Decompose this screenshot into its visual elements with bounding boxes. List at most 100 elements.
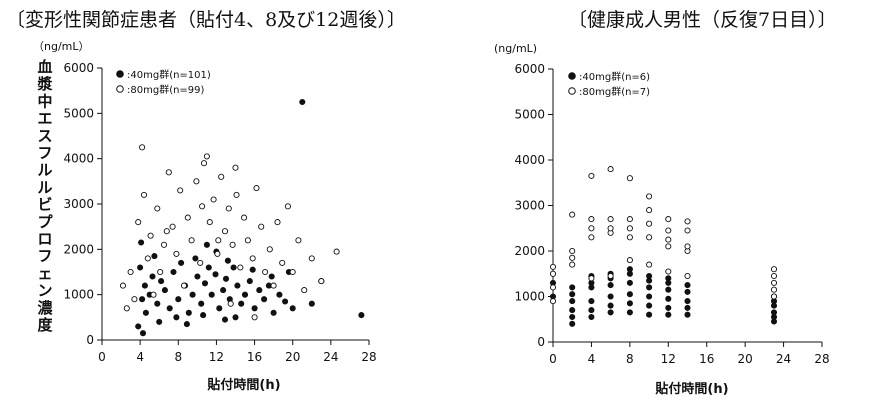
point-40mg-right (684, 311, 691, 318)
point-80mg-right (549, 263, 557, 270)
point-40mg-left (282, 298, 289, 305)
legend-80mg-marker (116, 85, 124, 93)
point-40mg-left (166, 305, 173, 312)
right-x-tick-label: 16 (699, 352, 714, 366)
legend-40mg-colon-right: : (579, 72, 582, 83)
point-40mg-right (607, 309, 614, 316)
point-40mg-left (299, 98, 306, 106)
y-label-char: フ (37, 144, 52, 162)
point-80mg-left (160, 241, 168, 248)
point-40mg-left (135, 323, 142, 330)
point-80mg-right (569, 211, 576, 218)
left-y-tick-label: 2000 (63, 242, 94, 256)
point-80mg-left (270, 282, 277, 289)
left-y-tick-label: 1000 (63, 288, 94, 302)
left-y-tick-label: 5000 (63, 106, 94, 120)
point-80mg-right (569, 254, 576, 261)
point-80mg-right (665, 236, 672, 243)
point-40mg-left (249, 266, 256, 273)
point-40mg-left (256, 287, 263, 294)
point-40mg-right (646, 302, 653, 309)
point-40mg-right (665, 295, 672, 302)
point-80mg-right (626, 225, 633, 232)
point-80mg-left (139, 144, 146, 151)
y-label-char: エ (37, 110, 52, 128)
point-40mg-right (646, 293, 653, 300)
point-80mg-left (119, 282, 127, 289)
chart-left-x-label: 貼付時間(h) (207, 377, 280, 393)
y-label-char: 中 (37, 92, 52, 110)
point-80mg-left (150, 291, 157, 298)
point-80mg-left (184, 214, 191, 221)
legend-80mg-colon: : (127, 85, 130, 96)
point-80mg-left (173, 250, 180, 257)
right-y-tick-label: 2000 (514, 244, 545, 258)
point-80mg-left (193, 178, 200, 185)
point-40mg-right (684, 288, 691, 295)
point-80mg-left (214, 250, 221, 257)
point-40mg-left (205, 264, 212, 271)
point-80mg-right (770, 286, 778, 293)
right-y-tick-label: 0 (537, 335, 545, 349)
right-y-tick-label: 6000 (514, 62, 545, 76)
left-x-tick-label: 20 (285, 350, 300, 364)
point-40mg-right (569, 320, 576, 327)
point-40mg-left (170, 268, 177, 276)
point-40mg-right (665, 304, 672, 311)
point-80mg-right (607, 272, 614, 280)
point-80mg-right (607, 166, 614, 173)
point-40mg-left (251, 305, 258, 312)
left-y-tick-label: 0 (86, 333, 94, 347)
point-80mg-right (646, 220, 653, 227)
point-40mg-left (308, 300, 315, 307)
point-80mg-right (665, 243, 672, 250)
left-y-tick-label: 6000 (63, 61, 94, 75)
chart-right-title: 〔健康成人男性（反復7日目）〕 (568, 9, 837, 31)
point-40mg-right (684, 298, 691, 305)
point-40mg-left (154, 300, 161, 307)
point-80mg-right (607, 216, 614, 223)
point-40mg-left (289, 305, 296, 312)
right-y-tick-label: 1000 (514, 290, 545, 304)
point-40mg-right (646, 284, 653, 291)
legend-40mg-colon: : (127, 70, 130, 81)
point-40mg-right (588, 307, 595, 314)
point-40mg-left (234, 282, 241, 289)
point-80mg-left (140, 191, 148, 198)
point-40mg-left (198, 300, 205, 307)
point-80mg-right (684, 218, 691, 225)
chart-right-x-label: 貼付時間(h) (655, 381, 728, 397)
point-80mg-right (588, 275, 595, 282)
point-40mg-left (358, 312, 365, 319)
point-80mg-right (626, 175, 633, 182)
point-40mg-left (183, 321, 190, 328)
point-80mg-left (221, 228, 229, 235)
y-label-char: フ (37, 247, 52, 265)
point-80mg-left (154, 205, 161, 212)
left-x-tick-label: 0 (98, 350, 106, 364)
point-40mg-left (270, 309, 277, 316)
point-40mg-left (141, 282, 148, 289)
point-80mg-left (284, 203, 291, 210)
point-80mg-left (163, 228, 170, 235)
left-y-tick-label: 4000 (63, 152, 94, 166)
right-x-tick-label: 28 (814, 352, 829, 366)
point-80mg-left (123, 305, 130, 312)
point-40mg-left (216, 305, 223, 312)
legend-40mg-marker-right (568, 72, 576, 80)
point-40mg-right (626, 300, 633, 307)
point-80mg-left (333, 248, 340, 255)
point-40mg-right (665, 275, 672, 282)
legend-80mg-label: :80mg群(n=99) (127, 83, 205, 96)
point-80mg-left (147, 232, 154, 239)
point-40mg-left (200, 312, 207, 319)
point-40mg-left (161, 287, 168, 294)
point-40mg-left (220, 287, 227, 294)
y-label-char: ス (37, 127, 52, 145)
chart-left-title: 〔変形性関節症患者（貼付4、8及び12週後）〕 (6, 9, 406, 31)
point-80mg-left (177, 187, 184, 194)
point-80mg-right (588, 216, 595, 223)
point-40mg-left (192, 255, 199, 262)
y-label-char: 血 (37, 58, 52, 76)
